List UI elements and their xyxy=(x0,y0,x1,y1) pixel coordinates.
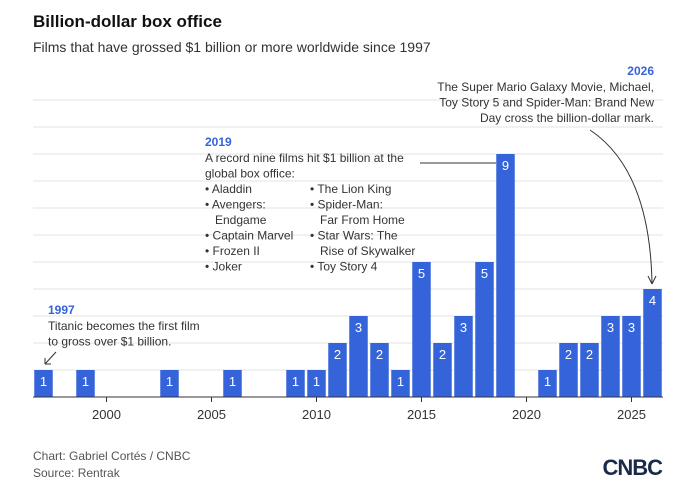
bar xyxy=(559,343,578,397)
value-label: 3 xyxy=(460,320,467,335)
annotation-list-item: Far From Home xyxy=(310,213,405,227)
annotation-text: Day cross the billion-dollar mark. xyxy=(480,111,654,125)
x-tick-label: 2000 xyxy=(92,407,121,422)
bar xyxy=(34,370,53,397)
value-label: 1 xyxy=(229,374,236,389)
credit: Chart: Gabriel Cortés / CNBC xyxy=(33,449,191,463)
bar xyxy=(643,289,662,397)
value-label: 3 xyxy=(607,320,614,335)
annotation-list-item: • Avengers: xyxy=(205,198,266,212)
bar xyxy=(391,370,410,397)
bar xyxy=(538,370,557,397)
logo: CNBC xyxy=(602,455,663,480)
value-label: 5 xyxy=(481,266,488,281)
value-label: 3 xyxy=(355,320,362,335)
annotation-list-item: Endgame xyxy=(205,213,267,227)
annotation-text: to gross over $1 billion. xyxy=(48,335,171,349)
bar xyxy=(223,370,242,397)
value-label: 2 xyxy=(586,347,593,362)
value-label: 2 xyxy=(439,347,446,362)
bar xyxy=(454,316,473,397)
bar xyxy=(580,343,599,397)
annotation-list-item: • Star Wars: The xyxy=(310,229,398,243)
x-tick-label: 2015 xyxy=(407,407,436,422)
value-label: 9 xyxy=(502,158,509,173)
arrow-2026 xyxy=(589,129,657,285)
bar xyxy=(76,370,95,397)
x-tick-label: 2020 xyxy=(512,407,541,422)
annotation-list-item: • Joker xyxy=(205,260,242,274)
chart-title: Billion-dollar box office xyxy=(33,12,222,31)
annotation-text: Toy Story 5 and Spider-Man: Brand New xyxy=(439,96,654,110)
bar xyxy=(160,370,179,397)
bar xyxy=(622,316,641,397)
value-label: 1 xyxy=(544,374,551,389)
annotation-list-item: • Frozen II xyxy=(205,244,260,258)
bar xyxy=(328,343,347,397)
annotation-list-item: • Toy Story 4 xyxy=(310,260,378,274)
annotation-label: 2026 xyxy=(627,64,654,78)
bar xyxy=(349,316,368,397)
annotation-list-item: Rise of Skywalker xyxy=(310,244,415,258)
value-label: 2 xyxy=(565,347,572,362)
bar xyxy=(475,262,494,397)
annotation-text: The Super Mario Galaxy Movie, Michael, xyxy=(437,80,654,94)
value-label: 1 xyxy=(397,374,404,389)
bar xyxy=(412,262,431,397)
annotation-list-item: • Aladdin xyxy=(205,182,252,196)
x-tick-label: 2005 xyxy=(197,407,226,422)
value-label: 1 xyxy=(40,374,47,389)
value-label: 1 xyxy=(313,374,320,389)
value-label: 2 xyxy=(334,347,341,362)
annotation-text: Titanic becomes the first film xyxy=(48,319,200,333)
arrows xyxy=(44,129,657,365)
value-label: 5 xyxy=(418,266,425,281)
annotation-list-item: • The Lion King xyxy=(310,182,391,196)
value-label: 1 xyxy=(292,374,299,389)
annotation-list-item: • Captain Marvel xyxy=(205,229,293,243)
value-label: 1 xyxy=(166,374,173,389)
value-label: 3 xyxy=(628,320,635,335)
value-label: 1 xyxy=(82,374,89,389)
x-tick-label: 2025 xyxy=(617,407,646,422)
value-label: 4 xyxy=(649,293,656,308)
annotation-text: A record nine films hit $1 billion at th… xyxy=(205,151,404,165)
arrow-1997 xyxy=(44,351,57,365)
bar xyxy=(601,316,620,397)
annotation-label: 2019 xyxy=(205,135,232,149)
bar xyxy=(433,343,452,397)
bar xyxy=(370,343,389,397)
bar xyxy=(286,370,305,397)
value-label: 2 xyxy=(376,347,383,362)
x-tick-label: 2010 xyxy=(302,407,331,422)
bar xyxy=(496,154,515,397)
annotation-text: global box office: xyxy=(205,167,295,181)
annotation-label: 1997 xyxy=(48,303,75,317)
bar xyxy=(307,370,326,397)
annotation-list-item: • Spider-Man: xyxy=(310,198,383,212)
chart-subtitle: Films that have grossed $1 billion or mo… xyxy=(33,39,431,55)
source: Source: Rentrak xyxy=(33,466,121,480)
